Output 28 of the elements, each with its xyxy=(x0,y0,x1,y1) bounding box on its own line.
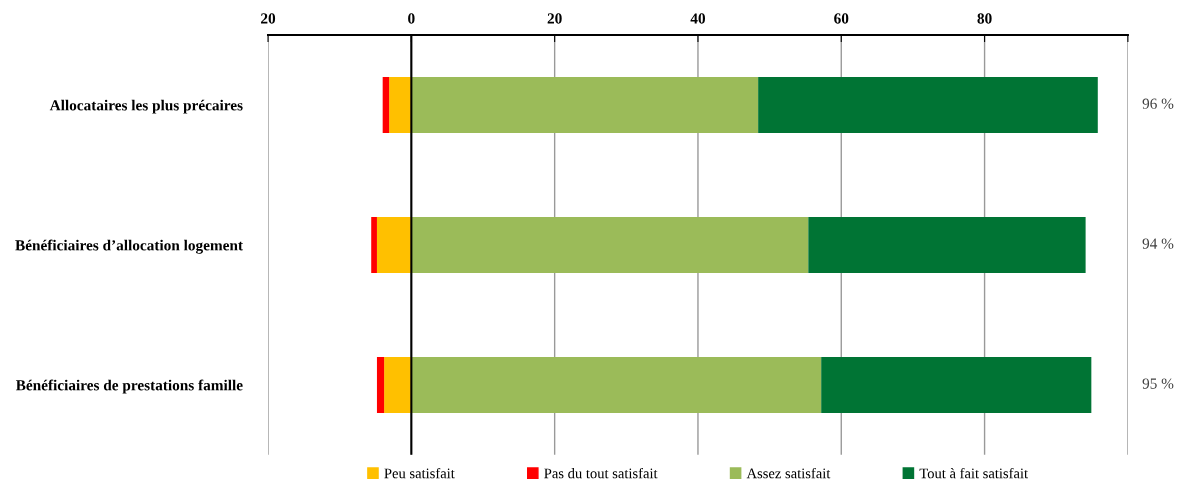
legend-label: Assez satisfait xyxy=(746,467,831,479)
y-tick-label: Allocataires les plus précaires xyxy=(49,99,243,114)
bar xyxy=(758,77,1098,134)
x-tick-label: 20 xyxy=(261,13,276,24)
y-tick-label: Bénéficiaires d’allocation logement xyxy=(15,239,243,254)
legend-label: Peu satisfait xyxy=(384,467,455,479)
bar xyxy=(376,216,412,273)
bar xyxy=(411,356,822,413)
text: 95 % xyxy=(1142,378,1174,389)
bar xyxy=(376,356,385,413)
bar xyxy=(411,77,759,134)
bar xyxy=(411,216,809,273)
bar xyxy=(382,77,390,134)
bar xyxy=(821,356,1092,413)
bar xyxy=(371,216,377,273)
legend-label: Tout à fait satisfait xyxy=(919,467,1028,479)
bar xyxy=(389,77,412,134)
x-tick-label: 0 xyxy=(408,13,415,24)
text: 94 % xyxy=(1142,238,1174,249)
legend-label: Pas du tout satisfait xyxy=(544,467,658,479)
x-tick-label: 60 xyxy=(834,13,849,24)
x-tick-label: 40 xyxy=(690,13,706,24)
bar xyxy=(384,356,412,413)
x-tick-label: 80 xyxy=(977,13,992,24)
text: 96 % xyxy=(1142,98,1174,109)
y-tick-label: Bénéficiaires de prestations famille xyxy=(15,379,243,394)
x-tick-label: 20 xyxy=(547,13,562,24)
bar xyxy=(808,216,1086,273)
